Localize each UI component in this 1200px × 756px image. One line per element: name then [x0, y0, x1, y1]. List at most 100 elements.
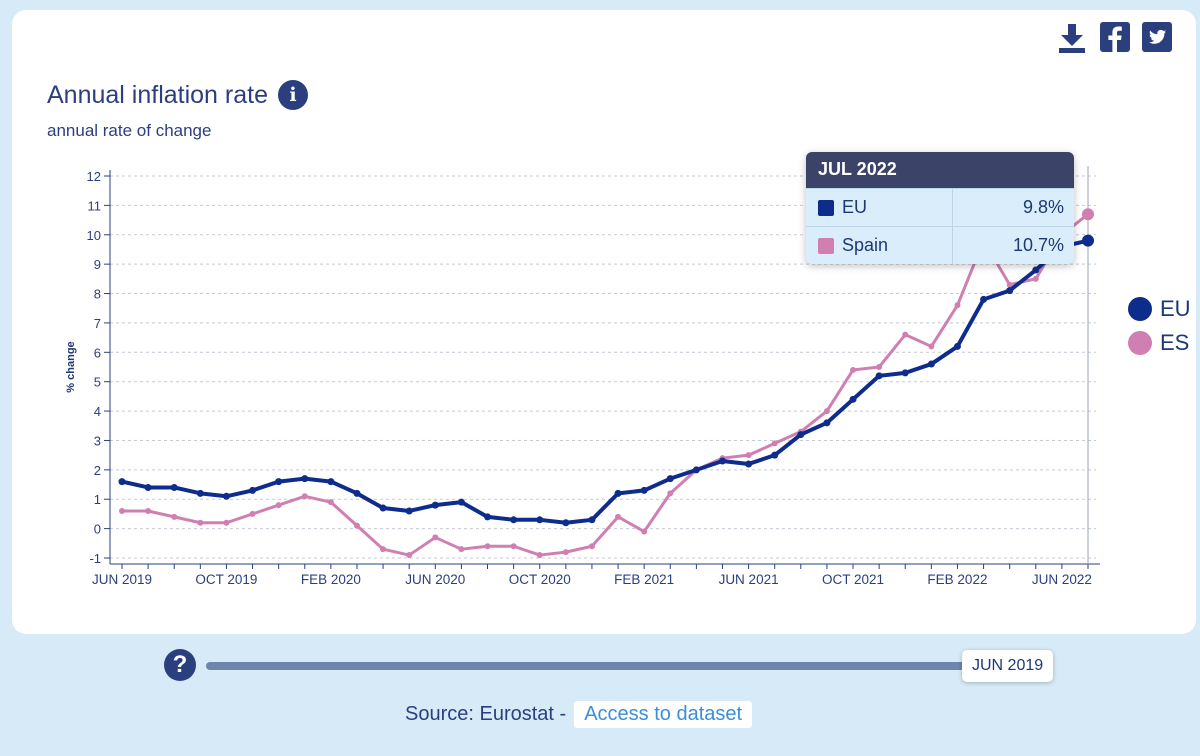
data-point-eu — [353, 489, 361, 497]
data-point-spain — [745, 452, 752, 459]
data-point-spain — [119, 507, 125, 514]
tooltip-swatch-eu — [818, 199, 834, 216]
data-point-eu — [249, 486, 257, 494]
twitter-share-button[interactable] — [1142, 22, 1172, 52]
x-tick-label: FEB 2022 — [927, 572, 987, 587]
x-tick-label: JUN 2021 — [719, 572, 779, 587]
data-point-spain — [667, 490, 674, 497]
data-point-eu — [484, 513, 492, 521]
x-tick-label: JUN 2020 — [405, 572, 465, 587]
data-point-spain — [380, 546, 387, 553]
legend-label: ES — [1160, 330, 1190, 355]
legend-label: EU — [1160, 296, 1191, 321]
y-tick-label: 12 — [87, 169, 101, 184]
y-tick-label: -1 — [89, 551, 101, 566]
y-tick-label: 2 — [94, 463, 101, 478]
facebook-share-button[interactable] — [1100, 22, 1130, 52]
data-point-eu — [666, 475, 674, 483]
data-point-spain — [876, 364, 883, 370]
data-point-eu — [797, 431, 805, 439]
data-point-spain — [432, 534, 439, 541]
tooltip-row-spain: Spain 10.7% — [806, 226, 1074, 264]
time-slider-track[interactable] — [206, 662, 968, 670]
download-button[interactable] — [1056, 22, 1088, 54]
twitter-icon — [1142, 22, 1172, 52]
y-tick-label: 6 — [94, 345, 101, 360]
x-tick-label: JUN 2022 — [1032, 572, 1092, 587]
data-point-spain — [536, 552, 543, 559]
data-point-eu — [379, 504, 387, 512]
chart-title: Annual inflation rate i — [47, 80, 308, 110]
data-point-eu — [849, 395, 857, 403]
y-tick-label: 10 — [87, 228, 101, 243]
data-point-spain — [954, 302, 961, 309]
data-point-eu — [875, 372, 883, 380]
data-point-spain — [902, 331, 909, 338]
data-point-spain — [850, 366, 857, 373]
chart-legend: EU ES — [1128, 292, 1191, 360]
data-point-eu — [562, 519, 570, 527]
data-point-spain — [327, 499, 334, 506]
y-tick-label: 5 — [94, 375, 101, 390]
data-point-eu — [170, 483, 178, 491]
data-point-eu — [536, 516, 544, 524]
chart-subtitle: annual rate of change — [47, 121, 212, 140]
y-tick-label: 3 — [94, 433, 101, 448]
data-point-spain — [771, 440, 778, 447]
legend-item-es[interactable]: ES — [1128, 326, 1191, 360]
data-point-eu — [588, 516, 596, 524]
legend-dot-es — [1128, 331, 1152, 355]
facebook-icon — [1100, 22, 1130, 52]
data-point-spain — [823, 408, 830, 415]
series-line-eu — [121, 238, 1089, 525]
y-tick-label: 0 — [94, 522, 101, 537]
data-point-eu — [196, 489, 204, 497]
time-slider-handle[interactable]: JUN 2019 — [962, 650, 1054, 682]
data-point-spain — [615, 513, 622, 520]
data-point-spain — [1006, 281, 1013, 288]
data-point-eu — [327, 478, 335, 486]
data-tooltip: JUL 2022 EU 9.8% Spain 10.7% — [806, 152, 1074, 264]
data-point-spain — [197, 519, 204, 526]
data-point-eu — [614, 489, 622, 497]
chart-title-text: Annual inflation rate — [47, 80, 268, 109]
x-tick-label: FEB 2021 — [614, 572, 674, 587]
data-point-eu — [692, 466, 700, 474]
data-point-eu — [901, 369, 909, 377]
data-point-spain — [145, 507, 152, 514]
access-dataset-link[interactable]: Access to dataset — [574, 701, 753, 728]
data-point-spain — [249, 510, 256, 517]
data-point-eu — [927, 360, 935, 368]
download-icon — [1059, 24, 1085, 53]
data-point-eu — [640, 486, 648, 494]
data-point-spain — [301, 493, 308, 500]
data-point-eu — [301, 475, 309, 483]
data-point-eu — [745, 460, 753, 468]
data-point-eu — [1032, 266, 1040, 274]
data-point-spain — [928, 343, 935, 350]
data-point-eu — [510, 516, 518, 524]
y-tick-label: 11 — [88, 198, 102, 213]
source-line: Source: Eurostat - Access to dataset — [405, 701, 753, 728]
x-tick-label: OCT 2020 — [509, 572, 571, 587]
data-point-eu — [457, 498, 465, 506]
data-point-spain — [406, 552, 413, 559]
data-point-eu — [275, 478, 283, 486]
tooltip-row-eu: EU 9.8% — [806, 188, 1074, 226]
info-icon[interactable]: i — [277, 80, 308, 110]
data-point-eu — [771, 451, 779, 459]
y-axis-label: % change — [65, 341, 77, 392]
data-point-spain — [588, 543, 595, 550]
data-point-eu — [718, 457, 726, 465]
data-point-eu — [431, 501, 439, 509]
data-point-spain — [275, 502, 282, 509]
help-icon[interactable]: ? — [164, 649, 196, 681]
data-point-eu — [118, 478, 126, 486]
tooltip-period: JUL 2022 — [806, 152, 1074, 188]
chart-card — [12, 10, 1196, 634]
legend-item-eu[interactable]: EU — [1128, 292, 1191, 326]
data-point-spain — [484, 543, 491, 550]
y-tick-label: 9 — [94, 257, 101, 272]
source-text: Source: Eurostat - — [405, 703, 567, 725]
